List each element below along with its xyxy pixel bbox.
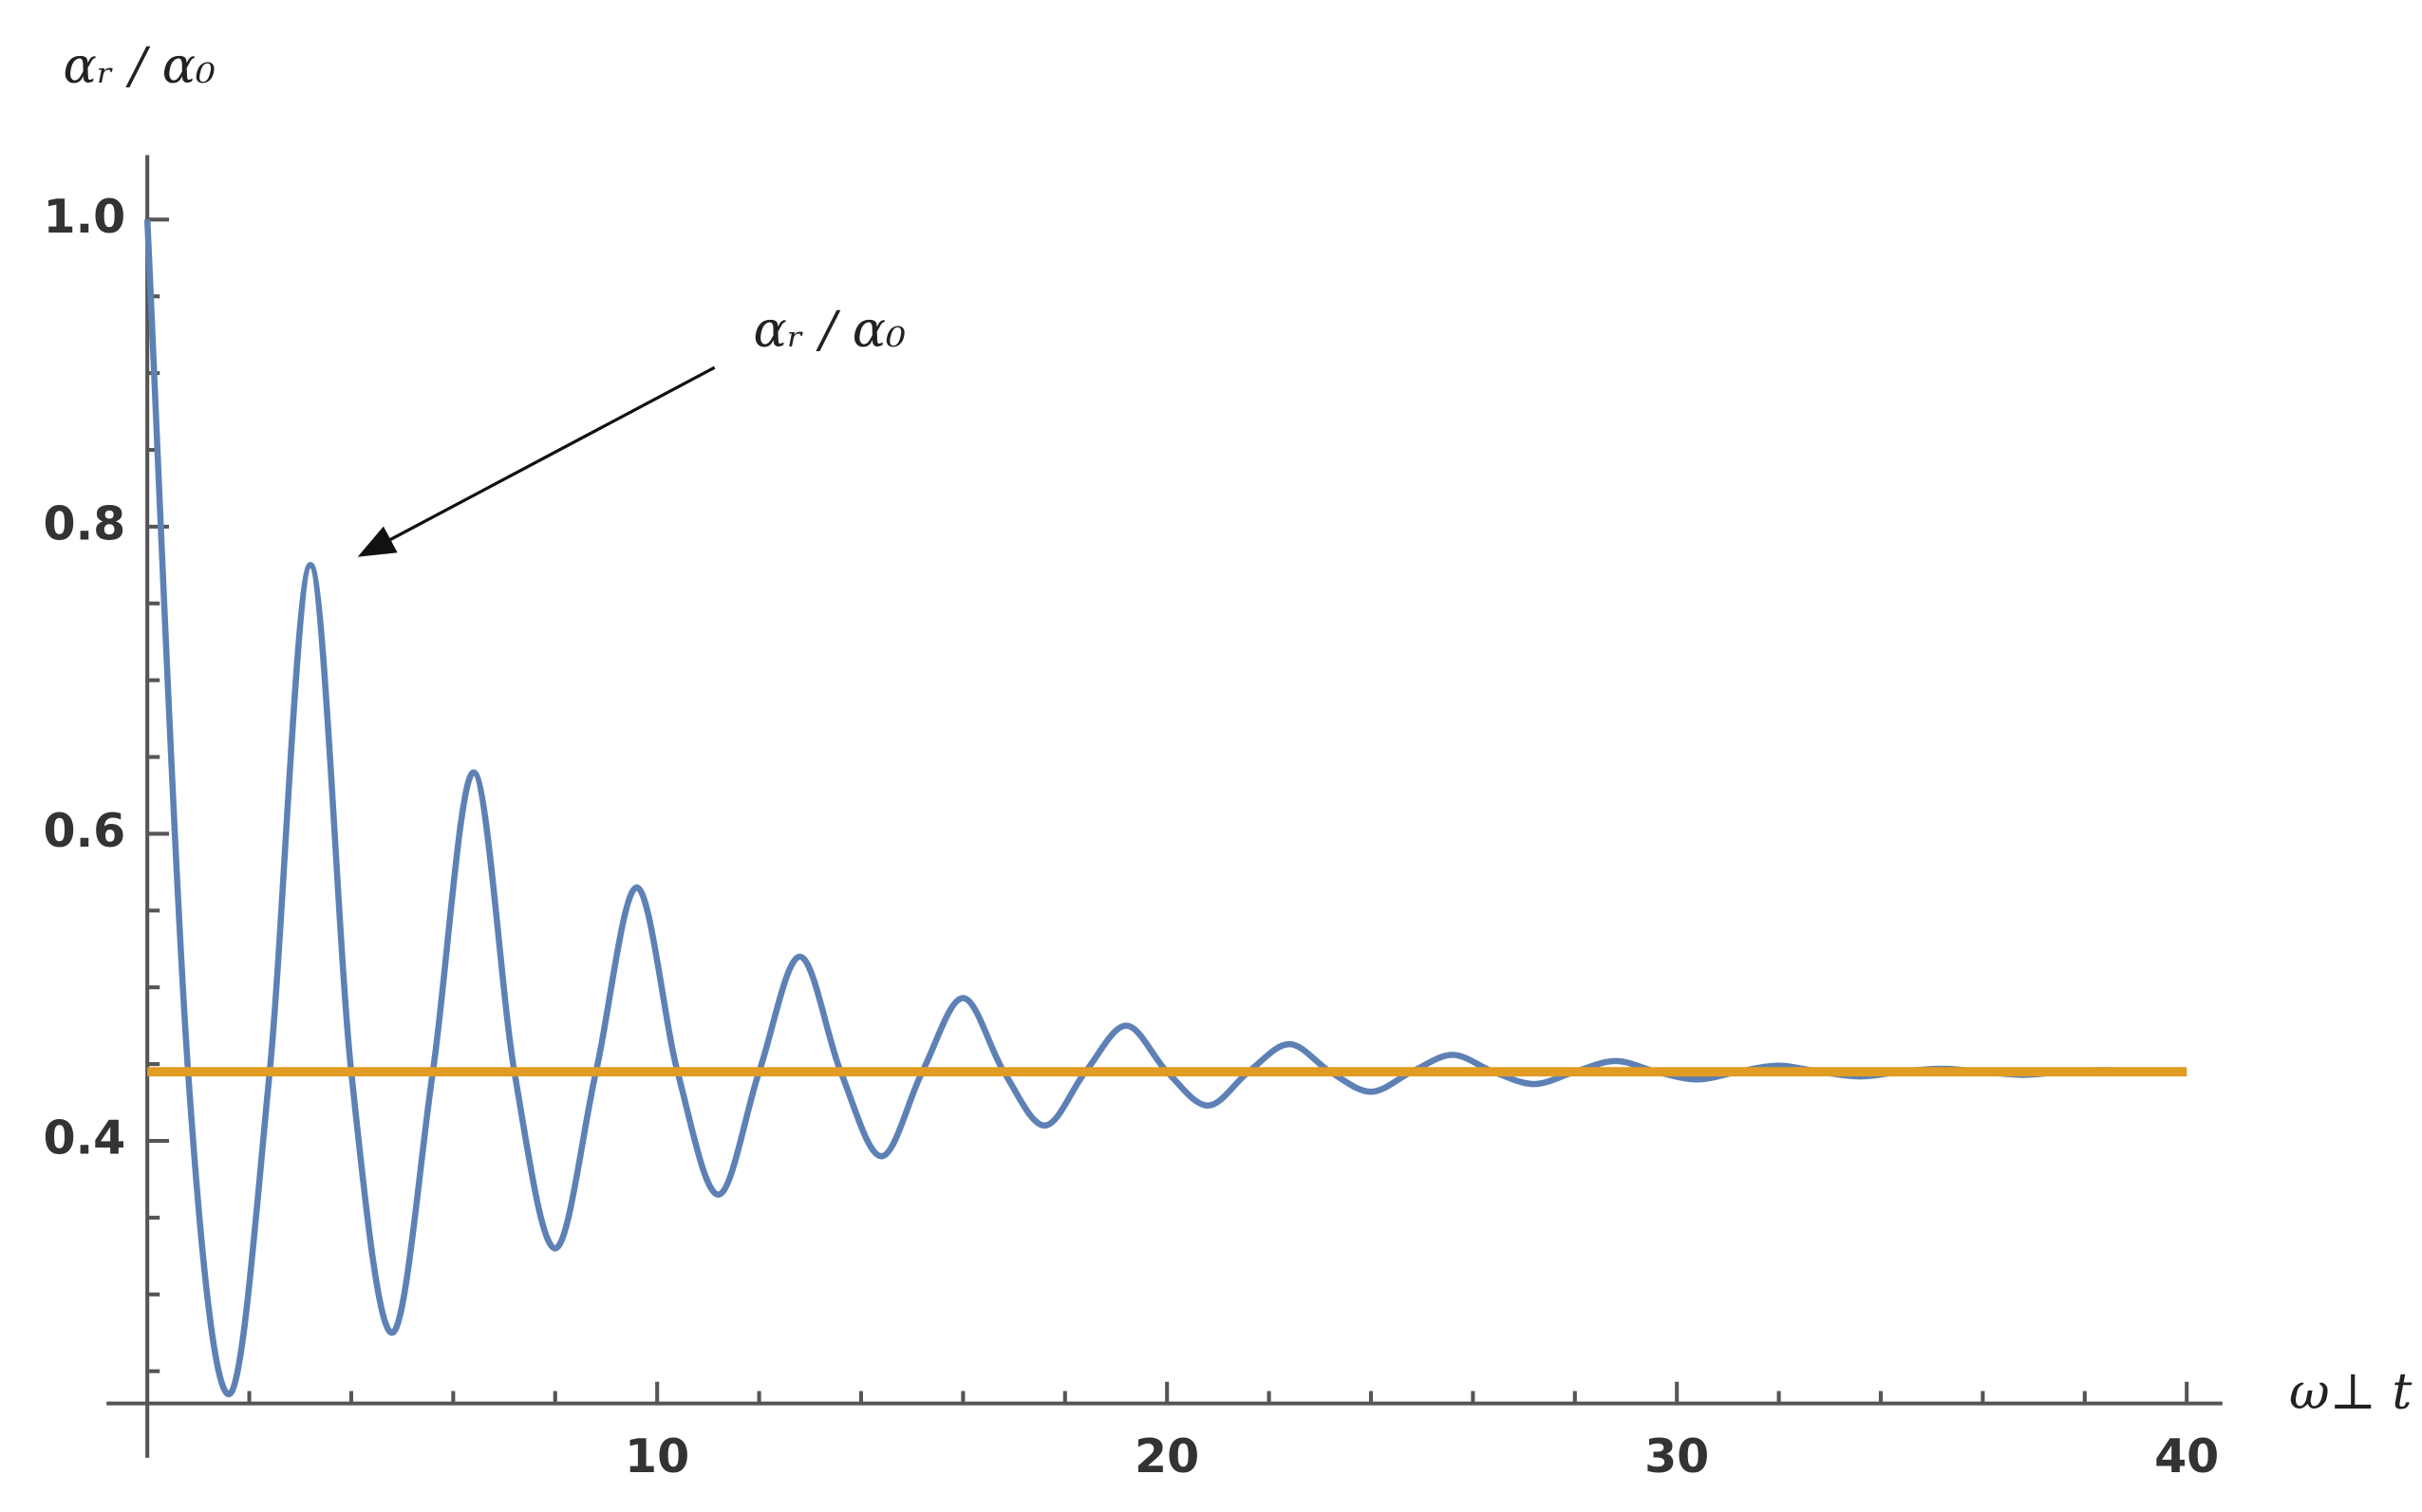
y-tick-label: 1.0 (43, 190, 125, 244)
x-tick-label: 20 (1135, 1429, 1199, 1484)
x-tick-label: 10 (625, 1429, 689, 1484)
x-tick-label: 40 (2154, 1429, 2219, 1484)
annotation: αᵣ / α₀ (754, 301, 907, 359)
y-tick-label: 0.4 (43, 1111, 125, 1165)
y-tick-label: 0.8 (43, 496, 125, 551)
x-axis-label: ω⊥ t (2289, 1363, 2413, 1421)
y-tick-label: 0.6 (43, 804, 125, 858)
x-tick-label: 30 (1644, 1429, 1709, 1484)
line-series (143, 219, 2187, 1398)
annotation-arrow (357, 365, 716, 557)
y-axis-label: αᵣ / α₀ (63, 37, 216, 95)
